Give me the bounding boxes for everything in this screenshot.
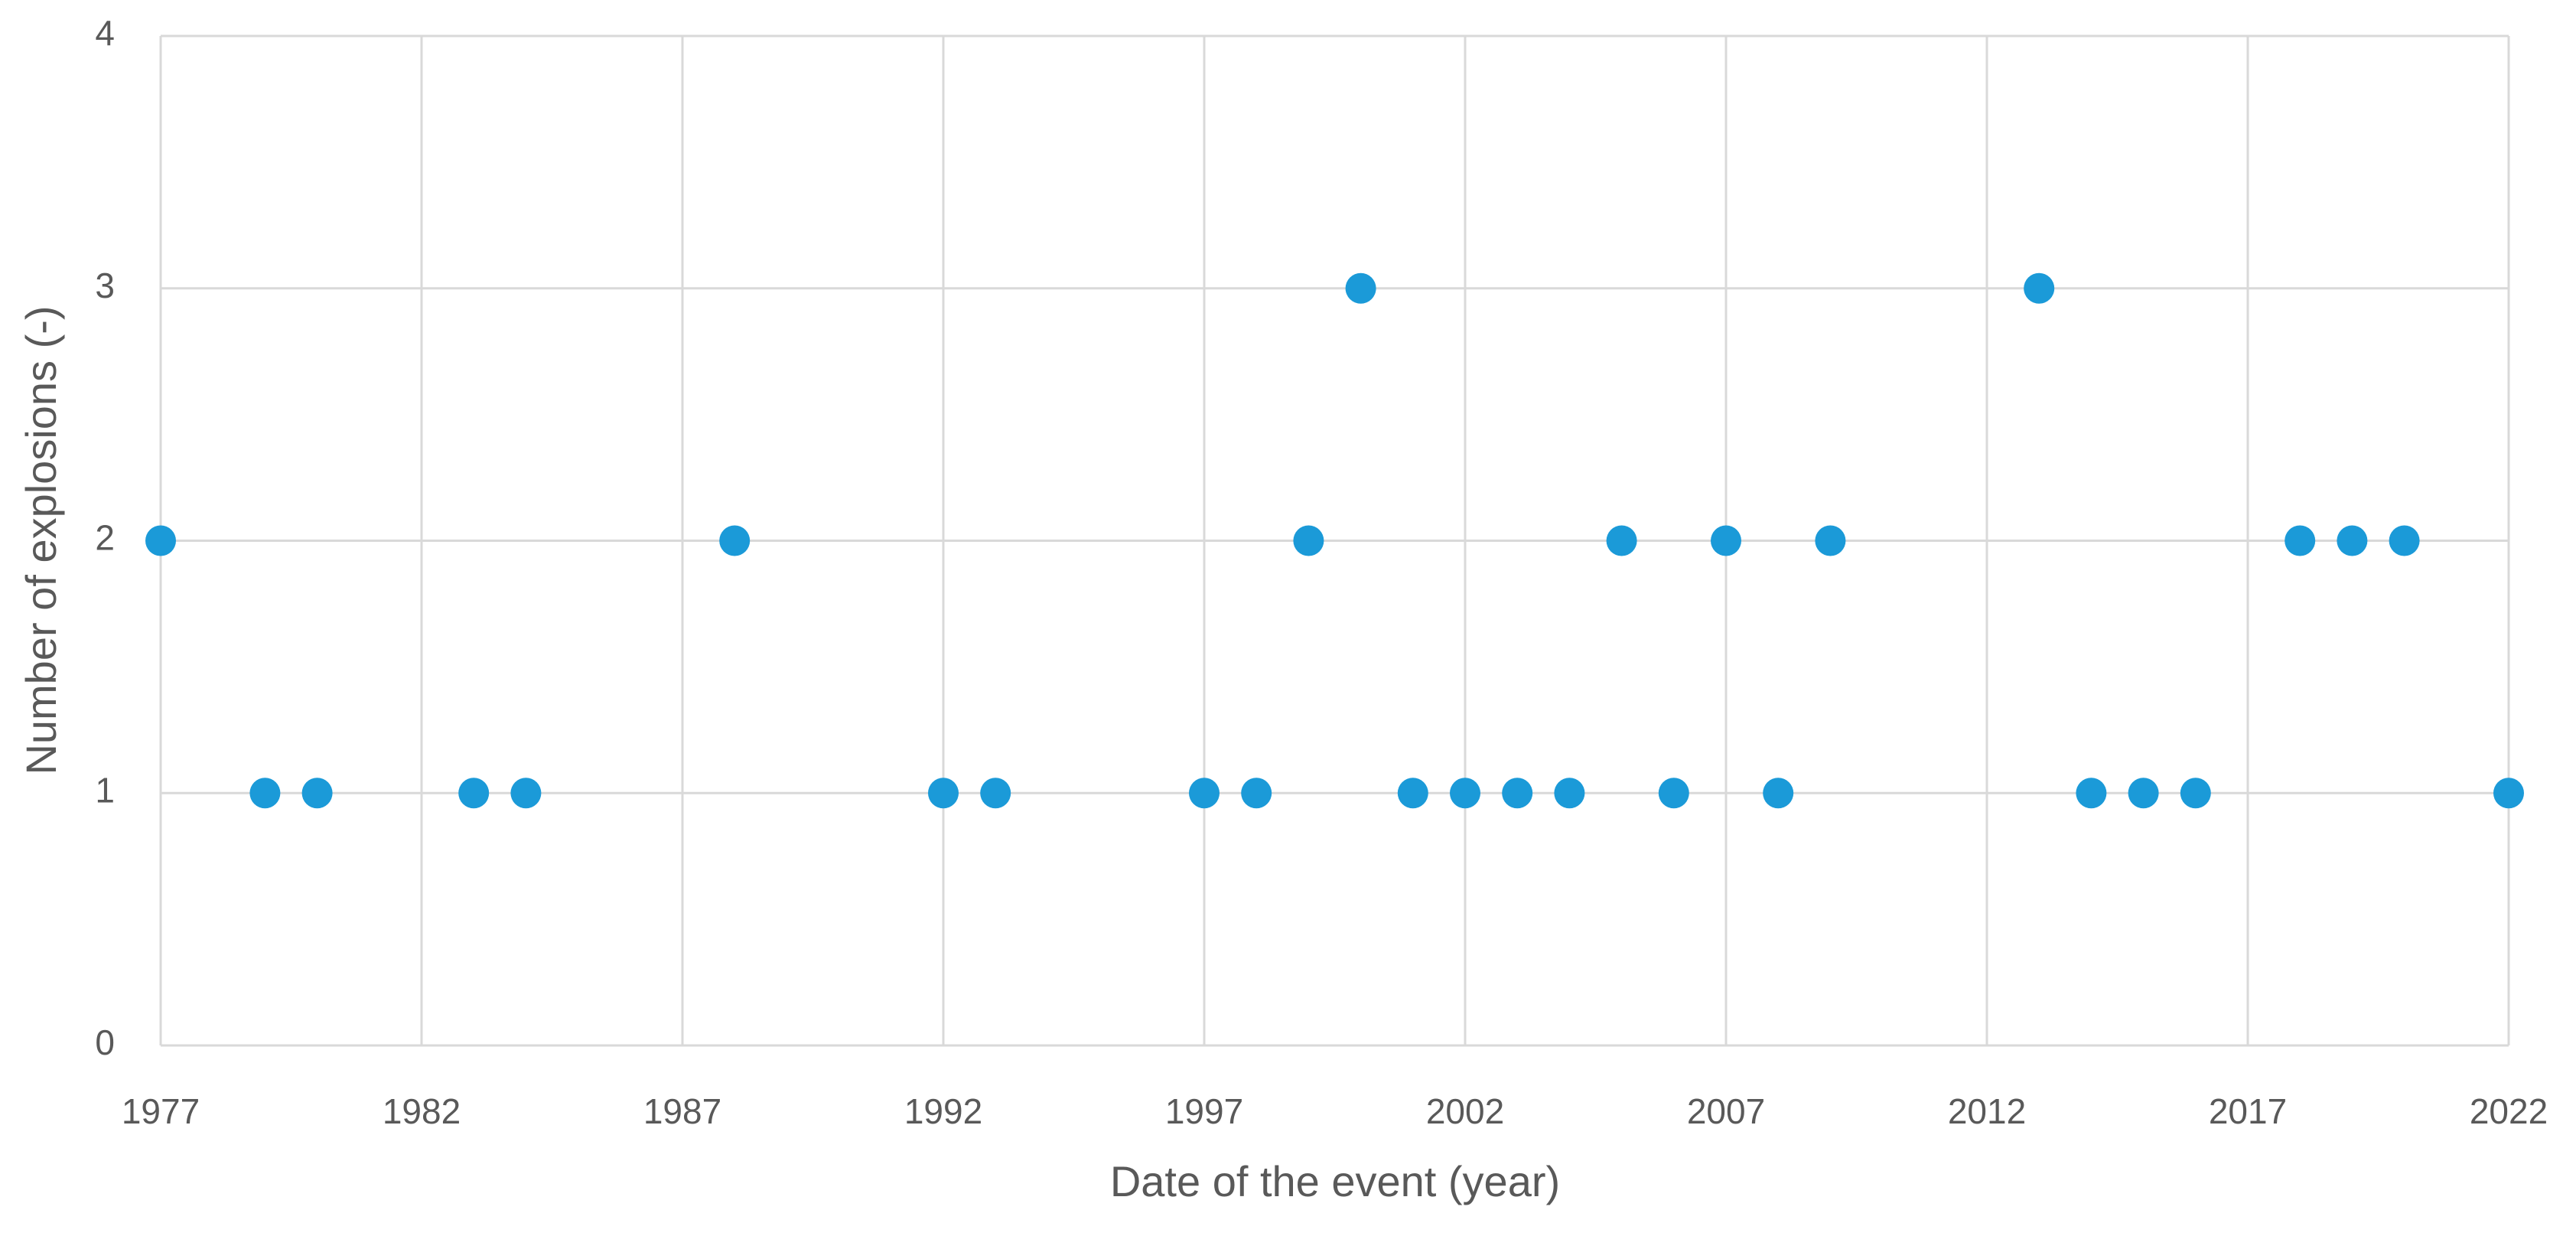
y-tick-label: 4 [95, 13, 115, 53]
x-tick-label: 1977 [122, 1091, 200, 1131]
point [1658, 778, 1689, 809]
x-axis-title: Date of the event (year) [1110, 1157, 1560, 1205]
x-tick-label: 2012 [1948, 1091, 2026, 1131]
point [145, 525, 176, 556]
point [1241, 778, 1272, 809]
point [458, 778, 490, 809]
x-tick-label: 2002 [1426, 1091, 1504, 1131]
point [2389, 525, 2420, 556]
point [1554, 778, 1585, 809]
point [2128, 778, 2159, 809]
point [2180, 778, 2211, 809]
y-tick-label: 0 [95, 1022, 115, 1062]
point [1763, 778, 1794, 809]
x-tick-label: 2007 [1687, 1091, 1765, 1131]
point [301, 778, 333, 809]
x-tick-label: 1992 [904, 1091, 982, 1131]
x-tick-label: 1997 [1165, 1091, 1243, 1131]
point [2076, 778, 2107, 809]
x-tick-label: 2022 [2470, 1091, 2548, 1131]
point [1293, 525, 1324, 556]
point [980, 778, 1011, 809]
point [1502, 778, 1533, 809]
x-tick-label: 1982 [383, 1091, 461, 1131]
point [2493, 778, 2524, 809]
point [1815, 525, 1846, 556]
point [249, 778, 281, 809]
point [2285, 525, 2316, 556]
point [2024, 272, 2055, 304]
point [1606, 525, 1637, 556]
y-tick-label: 2 [95, 518, 115, 558]
point [2337, 525, 2368, 556]
y-axis-title: Number of explosions (-) [17, 305, 65, 775]
point [928, 778, 959, 809]
point [1345, 272, 1376, 304]
point [510, 778, 542, 809]
x-tick-label: 2017 [2209, 1091, 2287, 1131]
point [1711, 525, 1741, 556]
point [1189, 778, 1220, 809]
point [1397, 778, 1428, 809]
x-tick-label: 1987 [643, 1091, 721, 1131]
y-tick-label: 3 [95, 266, 115, 305]
point [1450, 778, 1480, 809]
point [719, 525, 751, 556]
y-tick-label: 1 [95, 770, 115, 810]
